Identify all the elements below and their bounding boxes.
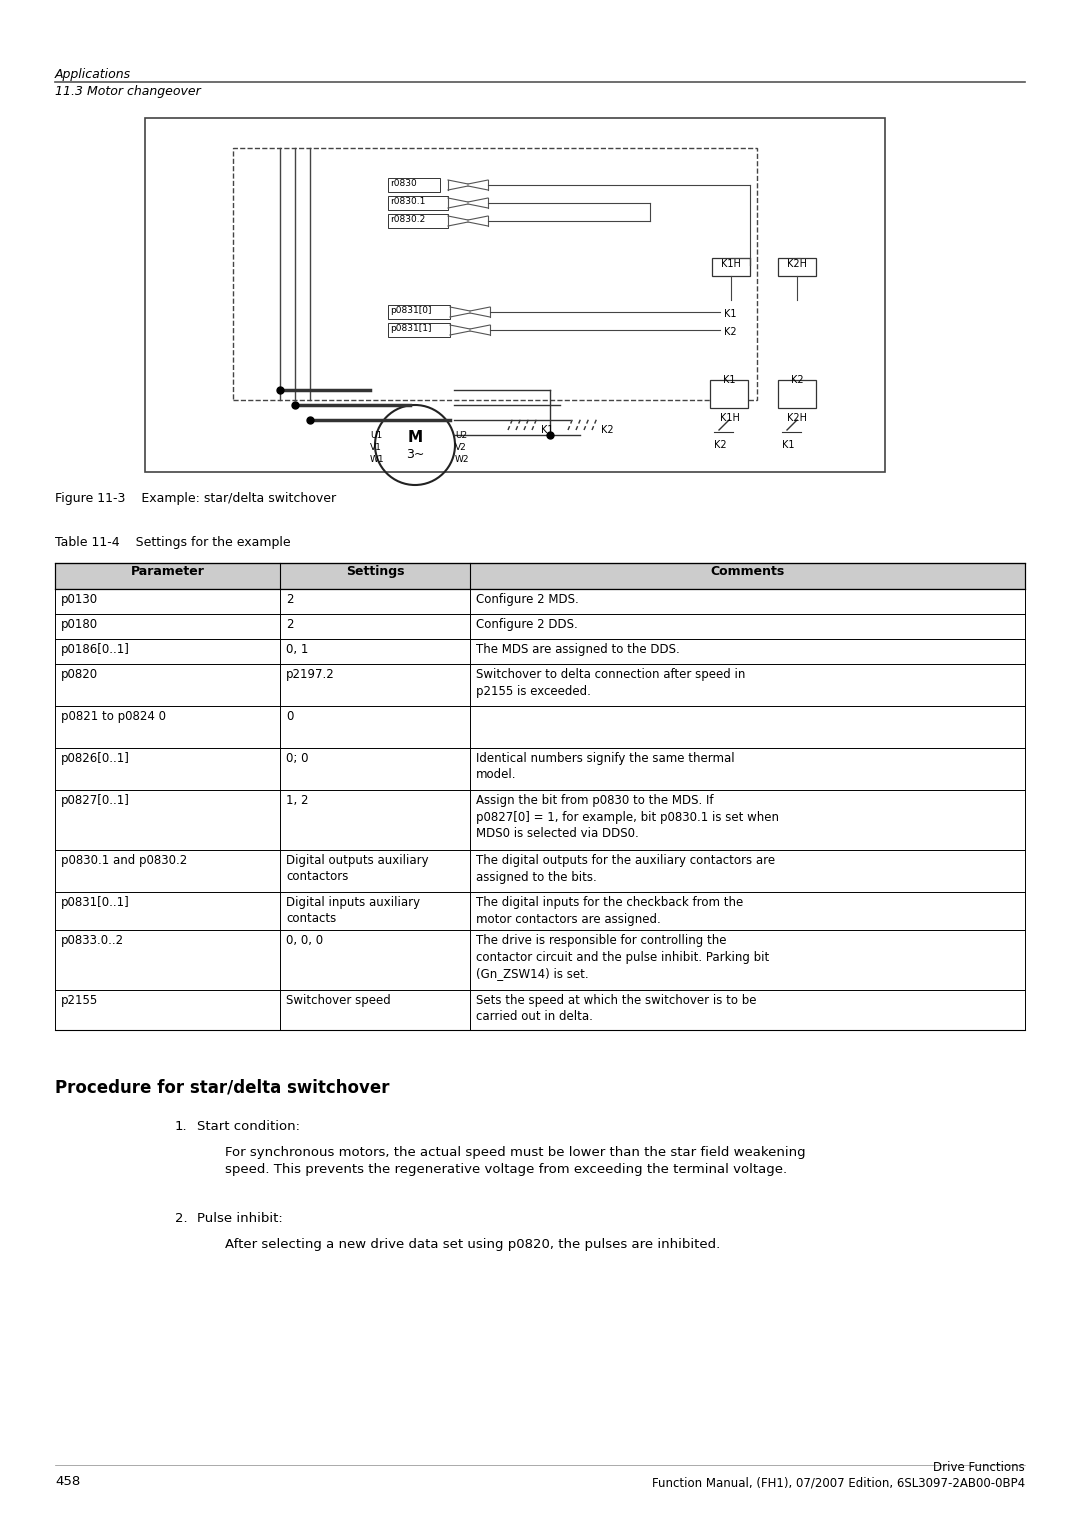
- Text: K2H: K2H: [787, 260, 807, 269]
- Bar: [55, 892, 1025, 930]
- Text: Applications: Applications: [55, 69, 131, 81]
- Text: 1, 2: 1, 2: [286, 794, 309, 806]
- Bar: [712, 258, 750, 276]
- Text: M: M: [407, 429, 422, 444]
- Text: Drive Functions: Drive Functions: [933, 1461, 1025, 1474]
- Text: 1.: 1.: [175, 1119, 188, 1133]
- Bar: [55, 989, 1025, 1031]
- Text: K1: K1: [723, 376, 735, 385]
- Text: Switchover to delta connection after speed in
p2155 is exceeded.: Switchover to delta connection after spe…: [476, 667, 745, 698]
- Bar: [388, 214, 448, 228]
- Text: Configure 2 MDS.: Configure 2 MDS.: [476, 592, 579, 606]
- Text: K1H: K1H: [721, 260, 741, 269]
- Text: Digital outputs auxiliary
contactors: Digital outputs auxiliary contactors: [286, 854, 429, 884]
- Bar: [778, 258, 816, 276]
- Text: p0831[1]: p0831[1]: [390, 324, 432, 333]
- Bar: [145, 118, 885, 472]
- Text: U1: U1: [370, 431, 382, 440]
- Text: r0830.1: r0830.1: [390, 197, 426, 206]
- Text: p0830.1 and p0830.2: p0830.1 and p0830.2: [60, 854, 187, 867]
- Bar: [388, 305, 450, 319]
- Text: W1: W1: [370, 455, 384, 464]
- Text: p0833.0..2: p0833.0..2: [60, 935, 124, 947]
- Text: p0827[0..1]: p0827[0..1]: [60, 794, 130, 806]
- Text: p2155: p2155: [60, 994, 98, 1006]
- Bar: [778, 380, 816, 408]
- Text: K1: K1: [541, 425, 554, 435]
- Text: Digital inputs auxiliary
contacts: Digital inputs auxiliary contacts: [286, 896, 420, 925]
- Text: Settings: Settings: [346, 565, 404, 579]
- Text: U2: U2: [455, 431, 468, 440]
- Text: Sets the speed at which the switchover is to be
carried out in delta.: Sets the speed at which the switchover i…: [476, 994, 756, 1023]
- Text: r0830.2: r0830.2: [390, 215, 426, 224]
- Bar: [55, 664, 1025, 705]
- Text: 0, 0, 0: 0, 0, 0: [286, 935, 323, 947]
- Bar: [55, 789, 1025, 851]
- Text: Table 11-4    Settings for the example: Table 11-4 Settings for the example: [55, 536, 291, 550]
- Text: K2: K2: [724, 327, 737, 337]
- Text: p0826[0..1]: p0826[0..1]: [60, 751, 130, 765]
- Text: 0; 0: 0; 0: [286, 751, 309, 765]
- Text: p0180: p0180: [60, 618, 98, 631]
- Text: p0186[0..1]: p0186[0..1]: [60, 643, 130, 657]
- Text: 0: 0: [286, 710, 294, 722]
- Text: 0, 1: 0, 1: [286, 643, 309, 657]
- Text: Identical numbers signify the same thermal
model.: Identical numbers signify the same therm…: [476, 751, 734, 782]
- Bar: [710, 380, 748, 408]
- Text: p0831[0]: p0831[0]: [390, 305, 432, 315]
- Text: K1H: K1H: [720, 412, 740, 423]
- Text: Parameter: Parameter: [131, 565, 204, 579]
- Text: 11.3 Motor changeover: 11.3 Motor changeover: [55, 86, 201, 98]
- Bar: [55, 705, 1025, 748]
- Bar: [55, 614, 1025, 638]
- Text: V1: V1: [370, 443, 382, 452]
- Bar: [233, 148, 757, 400]
- Bar: [55, 638, 1025, 664]
- Text: Pulse inhibit:: Pulse inhibit:: [197, 1212, 283, 1225]
- Text: Assign the bit from p0830 to the MDS. If
p0827[0] = 1, for example, bit p0830.1 : Assign the bit from p0830 to the MDS. If…: [476, 794, 779, 840]
- Text: K1: K1: [724, 308, 737, 319]
- Text: Function Manual, (FH1), 07/2007 Edition, 6SL3097-2AB00-0BP4: Function Manual, (FH1), 07/2007 Edition,…: [652, 1477, 1025, 1490]
- Text: The MDS are assigned to the DDS.: The MDS are assigned to the DDS.: [476, 643, 679, 657]
- Bar: [55, 563, 1025, 589]
- Text: The digital inputs for the checkback from the
motor contactors are assigned.: The digital inputs for the checkback fro…: [476, 896, 743, 925]
- Text: p0821 to p0824 0: p0821 to p0824 0: [60, 710, 166, 722]
- Text: p0831[0..1]: p0831[0..1]: [60, 896, 130, 909]
- Text: Start condition:: Start condition:: [197, 1119, 300, 1133]
- Bar: [55, 748, 1025, 789]
- Bar: [55, 930, 1025, 989]
- Text: W2: W2: [455, 455, 470, 464]
- Text: p0820: p0820: [60, 667, 98, 681]
- Text: p0130: p0130: [60, 592, 98, 606]
- Bar: [388, 179, 440, 192]
- Text: K2: K2: [714, 440, 727, 450]
- Text: Figure 11-3    Example: star/delta switchover: Figure 11-3 Example: star/delta switchov…: [55, 492, 336, 505]
- Text: The digital outputs for the auxiliary contactors are
assigned to the bits.: The digital outputs for the auxiliary co…: [476, 854, 775, 884]
- Text: 3~: 3~: [406, 449, 424, 461]
- Bar: [388, 195, 448, 211]
- Text: K2: K2: [791, 376, 804, 385]
- Text: r0830: r0830: [390, 179, 417, 188]
- Bar: [55, 851, 1025, 892]
- Text: Comments: Comments: [711, 565, 785, 579]
- Text: K2H: K2H: [787, 412, 807, 423]
- Text: Switchover speed: Switchover speed: [286, 994, 391, 1006]
- Text: K2: K2: [600, 425, 613, 435]
- Text: 2: 2: [286, 618, 294, 631]
- Text: p2197.2: p2197.2: [286, 667, 335, 681]
- Bar: [55, 589, 1025, 614]
- Text: Configure 2 DDS.: Configure 2 DDS.: [476, 618, 578, 631]
- Text: Procedure for star/delta switchover: Procedure for star/delta switchover: [55, 1078, 390, 1096]
- Text: 2: 2: [286, 592, 294, 606]
- Text: 458: 458: [55, 1475, 80, 1487]
- Text: V2: V2: [455, 443, 467, 452]
- Text: 2.: 2.: [175, 1212, 188, 1225]
- Text: K1: K1: [782, 440, 795, 450]
- Bar: [388, 324, 450, 337]
- Text: The drive is responsible for controlling the
contactor circuit and the pulse inh: The drive is responsible for controlling…: [476, 935, 769, 980]
- Text: For synchronous motors, the actual speed must be lower than the star field weake: For synchronous motors, the actual speed…: [225, 1145, 806, 1176]
- Text: After selecting a new drive data set using p0820, the pulses are inhibited.: After selecting a new drive data set usi…: [225, 1238, 720, 1251]
